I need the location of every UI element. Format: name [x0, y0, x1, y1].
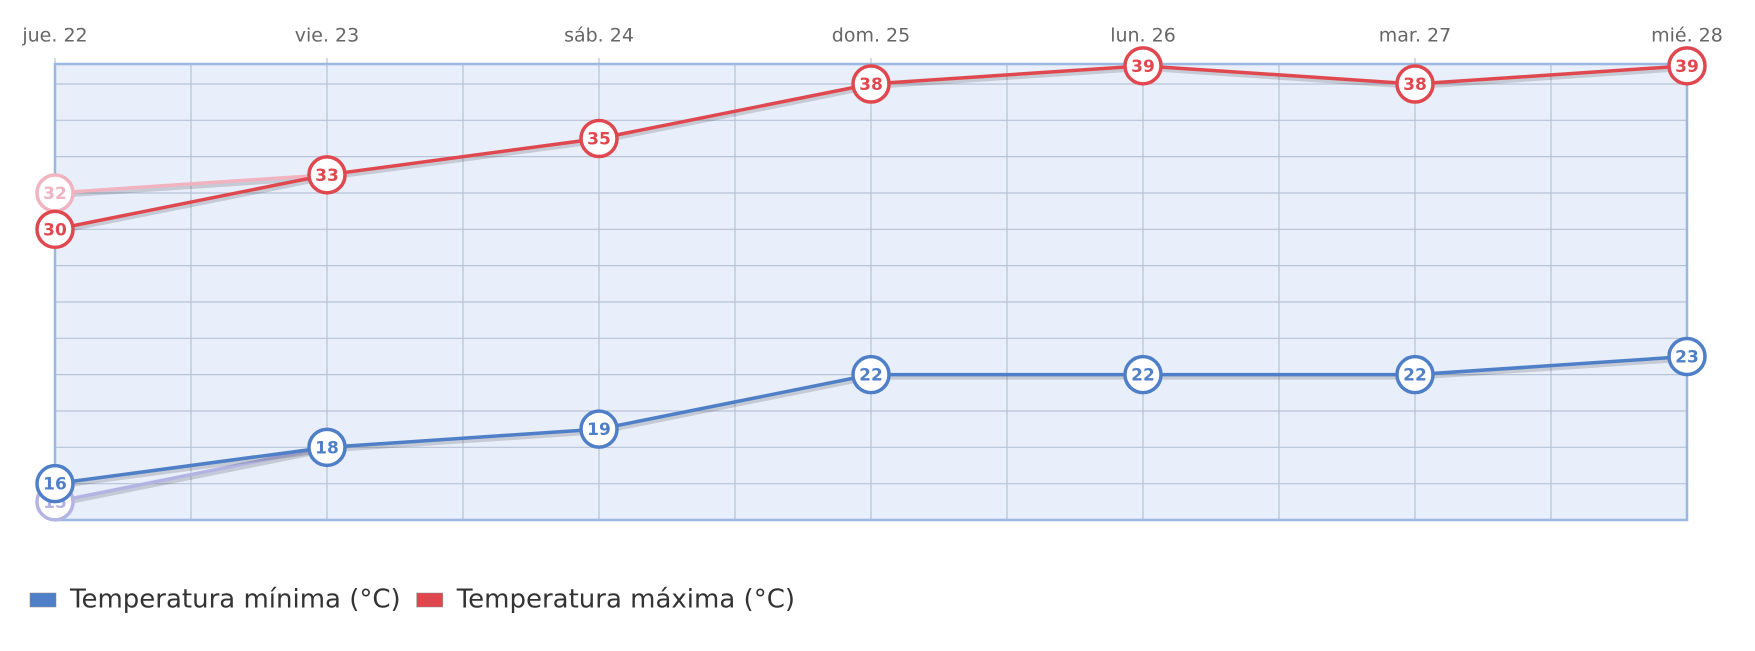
series-line — [54, 173, 328, 195]
point-label: 19 — [587, 420, 611, 440]
point-label: 22 — [1403, 366, 1427, 386]
point-label: 23 — [1675, 347, 1699, 367]
point — [579, 118, 619, 159]
point — [35, 209, 75, 250]
point-label: 32 — [43, 184, 67, 204]
legend-swatch — [29, 592, 57, 608]
x-tick-label: lun. 26 — [1110, 25, 1176, 47]
plot-border — [53, 62, 1689, 522]
point — [851, 354, 891, 395]
point-label: 33 — [315, 166, 339, 186]
x-tick-label: jue. 22 — [21, 25, 87, 47]
x-tick-label: dom. 25 — [832, 25, 910, 47]
point-label: 16 — [43, 475, 67, 495]
legend-swatch — [416, 592, 443, 608]
point — [1667, 46, 1707, 86]
series-line — [54, 445, 328, 504]
point-label: 39 — [1131, 57, 1155, 77]
point — [307, 427, 347, 468]
point — [1395, 354, 1435, 395]
x-tick-label: mié. 28 — [1651, 25, 1723, 47]
point-label: 38 — [859, 75, 883, 95]
x-tick-label: sáb. 24 — [564, 25, 634, 47]
point — [1395, 64, 1435, 104]
point-label: 30 — [43, 220, 67, 240]
point-label: 35 — [587, 129, 611, 149]
point — [35, 463, 75, 504]
point — [851, 64, 891, 104]
x-tick-label: mar. 27 — [1379, 25, 1451, 47]
point — [579, 409, 619, 449]
legend-label: Temperatura máxima (°C) — [456, 585, 795, 615]
point-label: 22 — [859, 366, 883, 386]
series-shadow — [55, 448, 329, 507]
point — [1667, 336, 1707, 377]
x-tick-label: vie. 23 — [295, 25, 359, 47]
point — [307, 155, 347, 195]
point — [1123, 354, 1163, 395]
legend-label: Temperatura mínima (°C) — [69, 585, 401, 615]
point-label: 38 — [1403, 75, 1427, 95]
point — [1123, 46, 1163, 86]
point-label: 22 — [1131, 366, 1155, 386]
point-label: 39 — [1675, 57, 1699, 77]
point-label: 18 — [315, 438, 339, 458]
series-shadow — [55, 175, 329, 198]
